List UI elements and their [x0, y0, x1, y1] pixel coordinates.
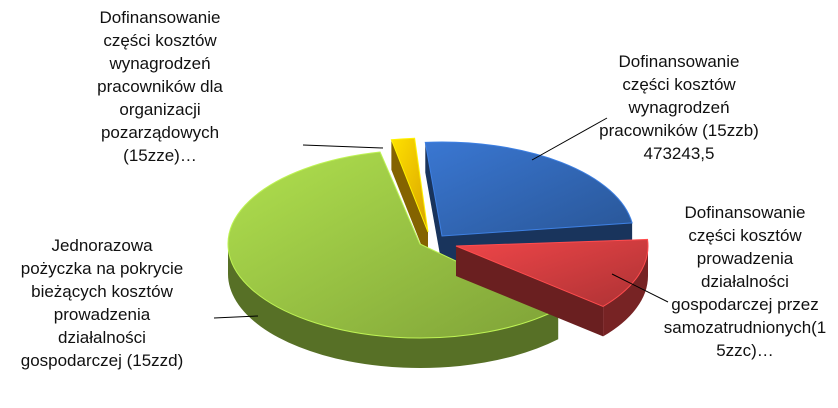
label-line: prowadzenia — [53, 305, 151, 324]
slice-label-15zzc: Dofinansowanie części kosztów prowadzeni… — [656, 201, 834, 362]
label-line: samozatrudnionych(1 — [663, 318, 827, 337]
leader-line — [531, 117, 608, 161]
label-line: Jednorazowa — [51, 236, 153, 255]
label-line: pracowników dla — [97, 77, 223, 96]
label-line: części kosztów — [622, 75, 736, 94]
label-line: bieżących kosztów — [31, 282, 173, 301]
label-line: (15zze)… — [123, 146, 197, 165]
slice-label-15zzd: Jednorazowa pożyczka na pokrycie bieżący… — [2, 234, 202, 372]
label-line: wynagrodzeń — [628, 98, 730, 117]
label-line: Dofinansowanie — [684, 203, 806, 222]
label-line: działalności — [701, 272, 789, 291]
pie-slice — [227, 151, 560, 368]
label-line: Dofinansowanie — [618, 52, 740, 71]
label-line: 473243,5 — [643, 144, 715, 163]
label-line: działalności — [58, 328, 146, 347]
leader-line — [611, 273, 669, 303]
label-line: gospodarczej przez — [671, 295, 819, 314]
pie-slice — [390, 137, 429, 262]
label-line: części kosztów — [103, 31, 217, 50]
label-line: organizacji — [119, 100, 201, 119]
leader-line — [302, 144, 384, 149]
leader-line — [213, 315, 259, 319]
label-line: pracowników (15zzb) — [599, 121, 759, 140]
pie-slice — [455, 238, 649, 337]
slice-label-15zzb: Dofinansowanie części kosztów wynagrodze… — [590, 50, 768, 165]
label-line: Dofinansowanie — [99, 8, 221, 27]
label-line: pozarządowych — [100, 123, 220, 142]
slice-label-15zze: Dofinansowanie części kosztów wynagrodze… — [70, 6, 250, 167]
label-line: wynagrodzeń — [109, 54, 211, 73]
label-line: gospodarczej (15zzd) — [20, 351, 184, 370]
label-line: pożyczka na pokrycie — [20, 259, 184, 278]
label-line: części kosztów — [688, 226, 802, 245]
label-line: prowadzenia — [696, 249, 794, 268]
label-line: 5zzc)… — [716, 341, 774, 360]
